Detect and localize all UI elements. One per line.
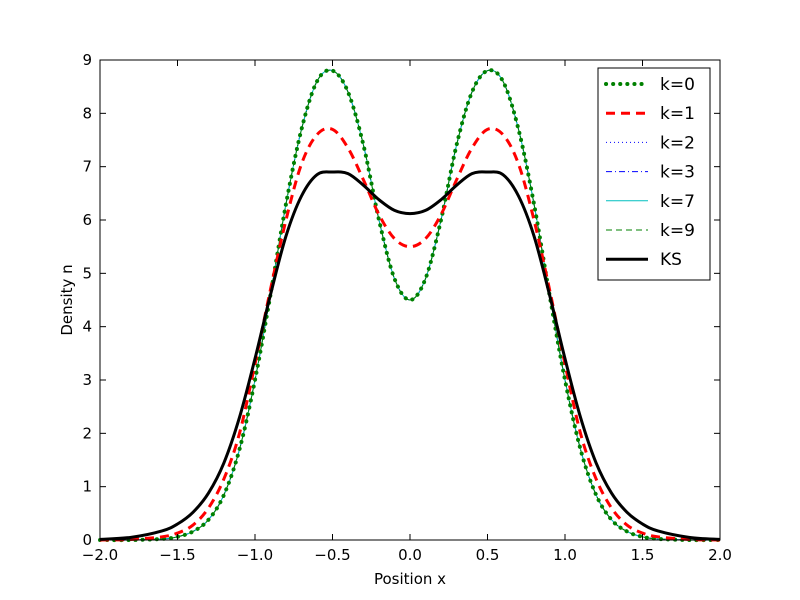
y-tick-label: 6 [82, 211, 92, 229]
y-tick-label: 8 [82, 104, 92, 122]
x-tick-label: −1.5 [159, 546, 195, 564]
legend-label: k=2 [660, 133, 695, 153]
y-tick-label: 4 [82, 318, 92, 336]
x-tick-label: −2.0 [82, 546, 118, 564]
series-line-ks [99, 170, 721, 541]
x-tick-label: 0.5 [476, 546, 500, 564]
y-tick-label: 5 [82, 264, 92, 282]
y-tick-label: 9 [82, 51, 92, 69]
series-layer [98, 68, 722, 543]
legend-label: k=3 [660, 163, 695, 183]
y-axis-label: Density n [58, 264, 76, 335]
x-tick-label: −0.5 [314, 546, 350, 564]
y-tick-label: 2 [82, 424, 92, 442]
ticks-layer: −2.0 −1.5 −1.0 −0.5 0.0 0.5 1.0 1.5 2.0 0 1 2 3 4 5 6 7 8… [82, 51, 732, 564]
legend-frame [597, 67, 711, 281]
legend-label: KS [660, 250, 682, 270]
x-tick-label: −1.0 [237, 546, 273, 564]
y-tick-label: 3 [82, 371, 92, 389]
x-tick-label: 1.5 [631, 546, 655, 564]
x-axis-label: Position x [374, 570, 446, 588]
legend-label: k=1 [660, 104, 695, 124]
x-tick-label: 1.0 [553, 546, 577, 564]
legend-label: k=0 [660, 75, 695, 95]
plot-frame [99, 59, 721, 541]
x-tick-label: 2.0 [708, 546, 732, 564]
series-line-k-1 [99, 126, 721, 542]
x-tick-label: 0.0 [398, 546, 422, 564]
y-tick-label: 0 [82, 531, 92, 549]
y-tick-label: 1 [82, 478, 92, 496]
legend: k=0 k=1 k=2 k=3 k=7 k=9 KS [597, 67, 711, 281]
series-line-k-0 [98, 68, 722, 543]
y-tick-label: 7 [82, 158, 92, 176]
legend-label: k=9 [660, 221, 695, 241]
legend-label: k=7 [660, 192, 695, 212]
